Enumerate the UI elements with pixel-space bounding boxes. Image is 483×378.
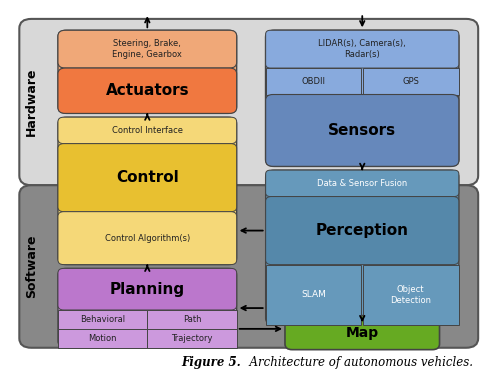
Text: Behavioral: Behavioral — [80, 315, 125, 324]
Text: Map: Map — [346, 325, 379, 340]
Text: Software: Software — [25, 235, 38, 298]
FancyBboxPatch shape — [58, 30, 237, 113]
FancyBboxPatch shape — [58, 117, 237, 144]
Text: GPS: GPS — [402, 77, 419, 86]
Text: Actuators: Actuators — [105, 83, 189, 98]
Text: Motion: Motion — [88, 334, 117, 343]
FancyBboxPatch shape — [266, 30, 459, 166]
FancyBboxPatch shape — [266, 170, 459, 197]
Bar — [363, 265, 459, 325]
FancyBboxPatch shape — [58, 268, 237, 348]
Bar — [266, 68, 361, 94]
Bar — [266, 265, 361, 325]
Text: Path: Path — [183, 315, 201, 324]
Text: Perception: Perception — [316, 223, 409, 238]
FancyBboxPatch shape — [19, 185, 478, 348]
Text: SLAM: SLAM — [301, 290, 327, 299]
Text: Steering, Brake,
Engine, Gearbox: Steering, Brake, Engine, Gearbox — [113, 39, 182, 59]
Text: Figure 5.: Figure 5. — [182, 356, 242, 369]
Text: Sensors: Sensors — [328, 123, 397, 138]
FancyBboxPatch shape — [266, 94, 459, 166]
Bar — [363, 68, 459, 94]
Bar — [147, 310, 237, 329]
Text: Control Interface: Control Interface — [112, 126, 183, 135]
FancyBboxPatch shape — [285, 316, 440, 350]
Bar — [58, 329, 147, 348]
FancyBboxPatch shape — [19, 19, 478, 185]
Text: Control Algorithm(s): Control Algorithm(s) — [105, 234, 190, 243]
Text: Trajectory: Trajectory — [171, 334, 213, 343]
Bar — [147, 329, 237, 348]
FancyBboxPatch shape — [58, 117, 237, 265]
Text: Architecture of autonomous vehicles.: Architecture of autonomous vehicles. — [242, 356, 472, 369]
FancyBboxPatch shape — [58, 68, 237, 113]
Text: Planning: Planning — [110, 282, 185, 297]
Bar — [58, 310, 147, 329]
FancyBboxPatch shape — [266, 30, 459, 68]
FancyBboxPatch shape — [58, 268, 237, 310]
Text: Hardware: Hardware — [25, 68, 38, 136]
Text: Control: Control — [116, 170, 179, 185]
FancyBboxPatch shape — [58, 30, 237, 68]
FancyBboxPatch shape — [58, 212, 237, 265]
FancyBboxPatch shape — [58, 144, 237, 212]
Text: Object
Detection: Object Detection — [390, 285, 431, 305]
Text: LIDAR(s), Camera(s),
Radar(s): LIDAR(s), Camera(s), Radar(s) — [318, 39, 406, 59]
Text: Data & Sensor Fusion: Data & Sensor Fusion — [317, 179, 407, 188]
FancyBboxPatch shape — [266, 197, 459, 265]
FancyBboxPatch shape — [266, 170, 459, 325]
Text: OBDII: OBDII — [302, 77, 326, 86]
